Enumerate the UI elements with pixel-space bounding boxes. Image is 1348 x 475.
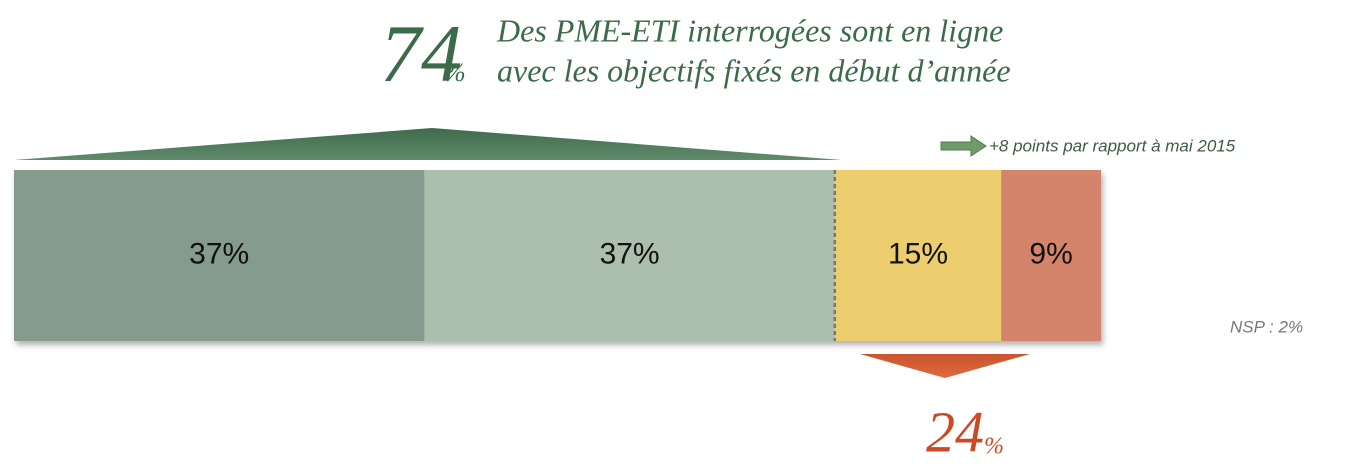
bracket-bottom <box>860 354 1030 378</box>
headline-text: avec les objectifs fixés en début d’anné… <box>497 52 1011 88</box>
bar-group <box>14 170 1101 341</box>
value-label: 9% <box>1029 237 1072 270</box>
bar-segment <box>424 170 835 341</box>
arrow-icon <box>940 135 987 157</box>
headline-text: Des PME-ETI interrogées sont en ligne <box>496 12 1003 48</box>
bar-segment <box>834 170 1002 341</box>
value-label: 37% <box>189 237 249 270</box>
bar-segment <box>14 170 425 341</box>
value-label: 37% <box>600 237 660 270</box>
headline-number: 74 <box>380 8 462 99</box>
note: NSP : 2% <box>1230 317 1303 336</box>
comparison: +8 points par rapport à mai 2015 <box>989 136 1236 155</box>
bar-segment <box>1001 170 1101 341</box>
bracket-top <box>14 128 842 160</box>
bottom-unit: % <box>984 434 1004 460</box>
bottom-number: 24 <box>926 399 984 464</box>
headline-unit: % <box>444 58 466 87</box>
value-label: 15% <box>888 237 948 270</box>
